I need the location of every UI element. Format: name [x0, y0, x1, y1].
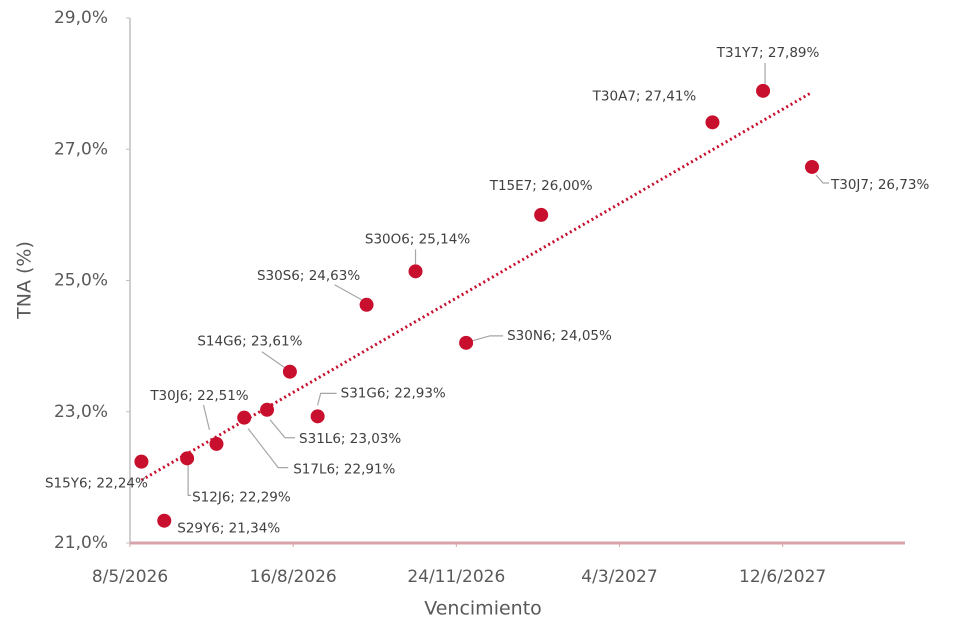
point [237, 410, 252, 425]
data-label: S30S6; 24,63% [257, 268, 360, 284]
data-label: S12J6; 22,29% [192, 489, 291, 505]
leader-line [334, 284, 362, 301]
y-tick-label: 25,0% [54, 271, 108, 291]
y-tick-label: 27,0% [54, 139, 108, 159]
y-tick-label: 23,0% [54, 402, 108, 422]
point [310, 409, 325, 424]
x-tick-label: 12/6/2027 [739, 567, 826, 587]
data-label: T30J6; 22,51% [149, 388, 248, 404]
point [534, 207, 549, 222]
trendline [140, 90, 813, 482]
data-label: S30N6; 24,05% [507, 328, 612, 344]
data-label: S17L6; 22,91% [293, 462, 395, 478]
point [157, 513, 172, 528]
x-tick-label: 16/8/2026 [250, 567, 337, 587]
data-label: S14G6; 23,61% [197, 334, 302, 350]
data-label: S31L6; 23,03% [299, 431, 401, 447]
leader-line [261, 351, 286, 369]
data-label: T15E7; 26,00% [489, 178, 593, 194]
point [408, 264, 423, 279]
y-axis-label: TNA (%) [14, 241, 36, 320]
point [260, 402, 275, 417]
data-label: T30A7; 27,41% [592, 88, 697, 104]
y-tick-label: 21,0% [54, 533, 108, 553]
x-tick-label: 8/5/2026 [92, 567, 168, 587]
x-tick-label: 24/11/2026 [407, 567, 505, 587]
point [756, 83, 771, 98]
leader-line [187, 464, 192, 496]
leader-line [815, 174, 829, 184]
data-label: S29Y6; 21,34% [177, 521, 280, 537]
point [459, 335, 474, 350]
point [134, 454, 149, 469]
leader-line [202, 404, 211, 431]
leader-line [269, 419, 296, 439]
point [209, 436, 224, 451]
y-tick-label: 29,0% [54, 8, 108, 28]
leader-line [317, 392, 337, 406]
point [359, 297, 374, 312]
point [282, 364, 297, 379]
data-label: T31Y7; 27,89% [716, 45, 820, 61]
x-tick-label: 4/3/2027 [581, 567, 657, 587]
data-label: T30J7; 26,73% [830, 177, 929, 193]
data-label: S30O6; 25,14% [365, 231, 470, 247]
data-label: S31G6; 22,93% [341, 385, 446, 401]
point [705, 115, 720, 130]
x-axis-label: Vencimiento [424, 598, 542, 620]
leader-line [247, 428, 289, 469]
point [180, 451, 195, 466]
leader-line [471, 335, 504, 342]
point [805, 159, 819, 174]
data-label: S15Y6; 22,24% [45, 476, 148, 492]
